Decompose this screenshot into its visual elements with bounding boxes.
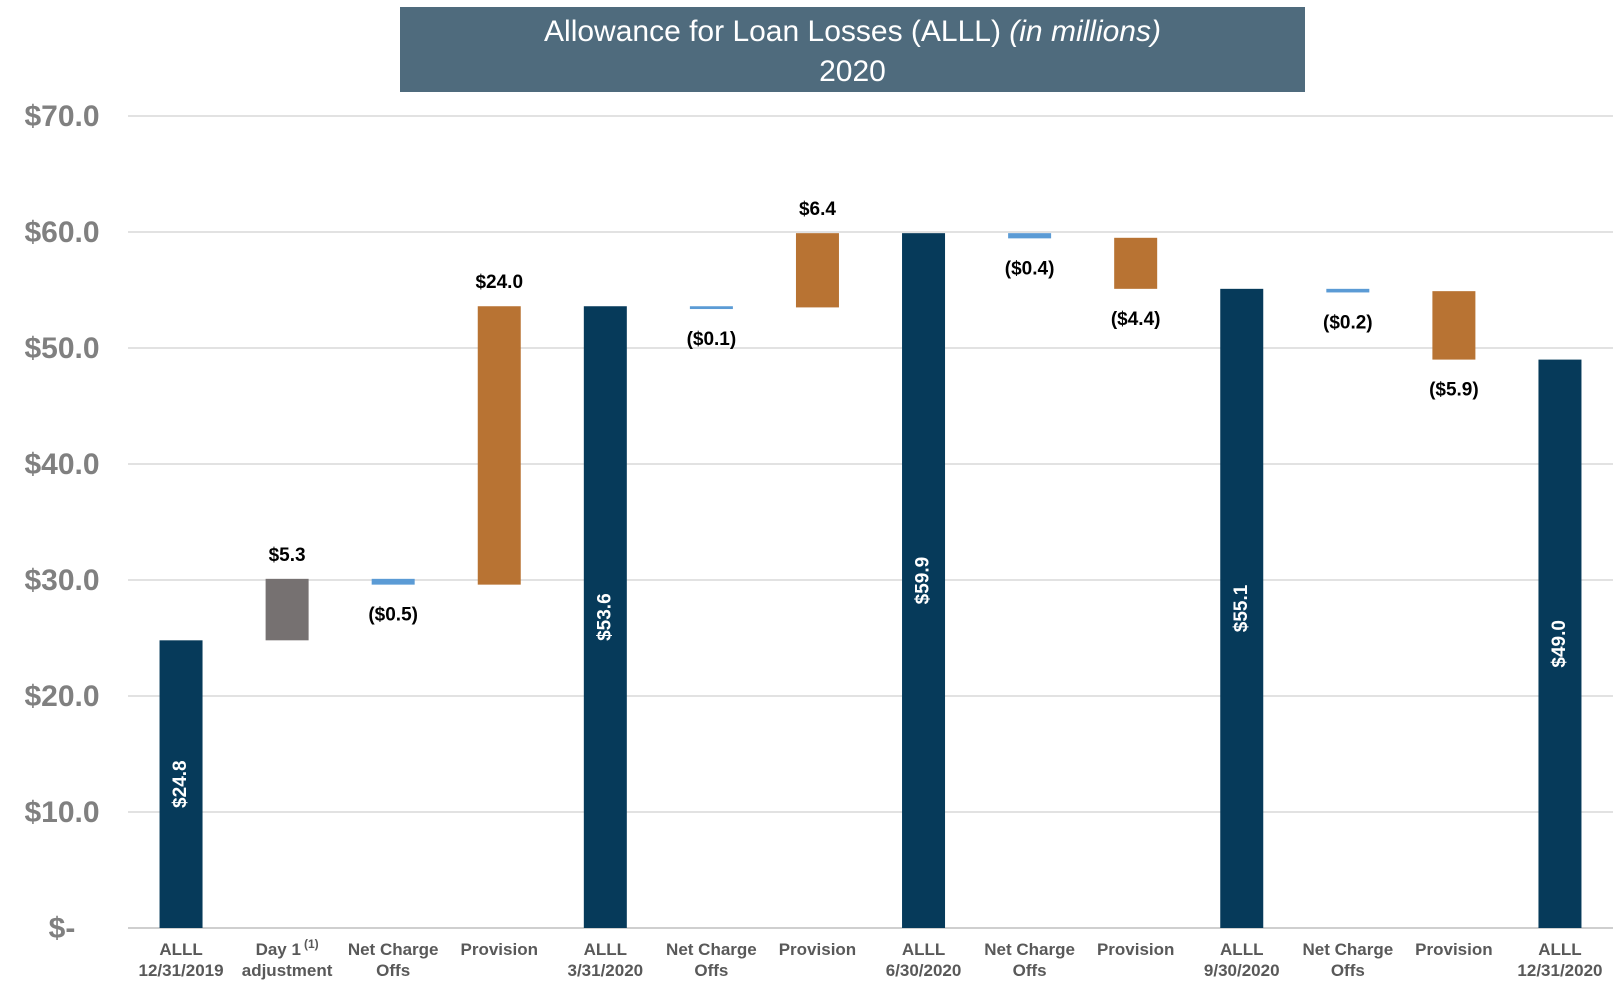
bar-value-label: ($0.4) (1005, 258, 1055, 279)
bar-value-label: ($5.9) (1429, 380, 1479, 401)
x-tick-label: Offs (1013, 961, 1047, 980)
bar-provision (477, 306, 521, 585)
x-tick-label: Provision (461, 940, 538, 959)
bar-value-label: ($0.5) (368, 605, 418, 626)
bar-total (1220, 288, 1264, 929)
y-tick-label: $- (49, 912, 76, 945)
y-tick-label: $20.0 (24, 680, 99, 713)
bar-value-label: $6.4 (799, 199, 836, 220)
bar-value-label: $5.3 (269, 545, 306, 566)
bar-charge-offs (1326, 288, 1370, 293)
x-tick-label: 6/30/2020 (886, 961, 962, 980)
y-tick-label: $50.0 (24, 332, 99, 365)
y-tick-label: $70.0 (24, 100, 99, 133)
x-tick-label: Offs (376, 961, 410, 980)
x-tick-label: 9/30/2020 (1204, 961, 1280, 980)
bar-value-label: ($0.2) (1323, 312, 1373, 333)
y-tick-label: $10.0 (24, 796, 99, 829)
y-tick-label: $30.0 (24, 564, 99, 597)
x-tick-label: adjustment (242, 961, 333, 980)
x-tick-label: Provision (779, 940, 856, 959)
bar-charge-offs (689, 306, 733, 310)
bar-value-label: $55.1 (1231, 584, 1252, 632)
x-tick-label: Net Charge (348, 940, 439, 959)
x-tick-label: ALLL (159, 940, 202, 959)
chart-subtitle-year: 2020 (819, 55, 886, 88)
bar-value-label: ($0.1) (687, 329, 737, 350)
data-labels: $24.8 $5.3 ($0.5) $24.0 $53.6 ($0.1) $6.4 $59.9… (170, 199, 1570, 808)
x-tick-label: Net Charge (984, 940, 1075, 959)
bar-total (159, 640, 203, 928)
x-tick-label: ALLL (1538, 940, 1581, 959)
bar-provision (1432, 291, 1476, 360)
bar-provision (795, 233, 839, 308)
x-tick-label: 12/31/2020 (1517, 961, 1602, 980)
y-tick-label: $60.0 (24, 216, 99, 249)
x-axis: ALLL 12/31/2019 Day 1 (1) adjustment Net Char… (138, 937, 1602, 980)
chart-title-main: Allowance for Loan Losses (ALLL) (544, 15, 1010, 48)
x-tick-label: 3/31/2020 (568, 961, 644, 980)
x-tick-label: 12/31/2019 (138, 961, 223, 980)
bar-value-label: $59.9 (913, 557, 934, 605)
bar-value-label: $24.0 (475, 272, 523, 293)
chart-title-units: (in millions) (1009, 15, 1161, 48)
bar-value-label: $49.0 (1549, 620, 1570, 668)
bar-provision (1114, 237, 1158, 289)
x-tick-label: Offs (694, 961, 728, 980)
bar-adjustment (265, 578, 309, 641)
bar-charge-offs (371, 578, 415, 585)
bar-total (902, 233, 946, 928)
x-tick-label: Provision (1097, 940, 1174, 959)
bar-charge-offs (1008, 233, 1052, 239)
bar-total (1538, 359, 1582, 929)
bars (159, 233, 1582, 929)
x-tick-label: Offs (1331, 961, 1365, 980)
x-tick-label: ALLL (902, 940, 945, 959)
bar-total (583, 306, 627, 928)
chart-title: Allowance for Loan Losses (ALLL) (in mil… (400, 12, 1305, 52)
chart-title-box: Allowance for Loan Losses (ALLL) (in mil… (400, 7, 1305, 92)
bar-value-label: $53.6 (594, 593, 615, 641)
x-tick-label: Provision (1415, 940, 1492, 959)
x-tick-label: Net Charge (1302, 940, 1393, 959)
bar-value-label: ($4.4) (1111, 309, 1161, 330)
gridlines (128, 115, 1613, 929)
footnote-marker: (1) (304, 937, 319, 951)
x-tick-label: Net Charge (666, 940, 757, 959)
x-tick-label: ALLL (584, 940, 627, 959)
bar-value-label: $24.8 (170, 760, 191, 808)
y-axis: $- $10.0 $20.0 $30.0 $40.0 $50.0 $60.0 $70.0 (24, 100, 99, 945)
y-tick-label: $40.0 (24, 448, 99, 481)
x-tick-label: Day 1 (1) (256, 937, 319, 959)
x-tick-label: ALLL (1220, 940, 1263, 959)
